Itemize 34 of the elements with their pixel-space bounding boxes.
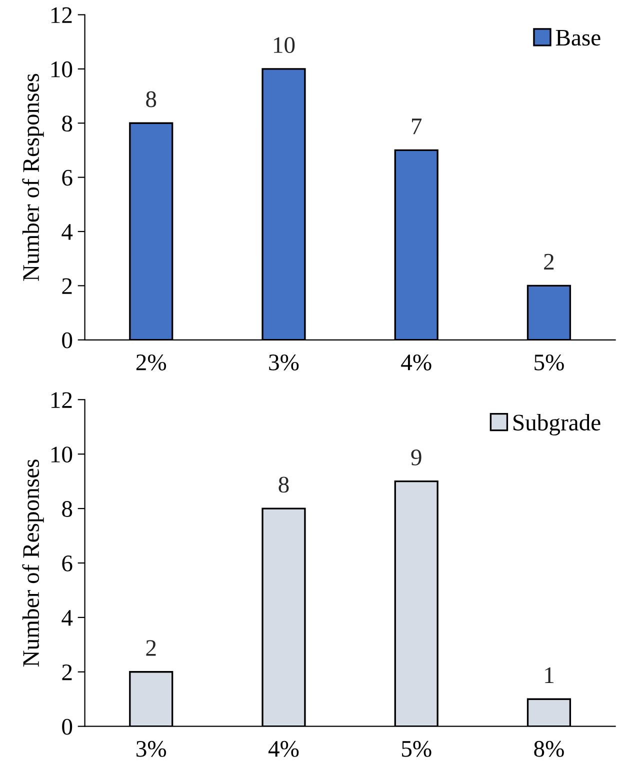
y-tick-label: 4	[62, 224, 73, 240]
y-tick-label: 0	[62, 718, 72, 735]
data-label: 1	[545, 667, 554, 683]
legend-label: Subgrade	[514, 414, 600, 436]
x-tick-label: 4%	[268, 740, 299, 757]
y-tick-label: 10	[51, 446, 72, 463]
x-tick-label: 3%	[136, 740, 166, 757]
y-tick-label: 2	[62, 278, 72, 294]
data-label: 2	[544, 254, 554, 270]
data-label: 7	[412, 118, 422, 134]
y-axis-title: Number of Responses	[22, 74, 44, 281]
x-tick-label: 5%	[402, 740, 432, 757]
x-tick-label: 2%	[136, 354, 166, 370]
data-label: 8	[278, 476, 289, 493]
data-label: 2	[146, 640, 156, 656]
x-tick-label: 8%	[534, 740, 564, 757]
y-tick-label: 2	[62, 664, 72, 680]
y-tick-label: 0	[62, 332, 72, 348]
y-tick-label: 4	[62, 610, 73, 626]
y-tick-label: 12	[51, 7, 72, 23]
y-tick-label: 12	[51, 392, 72, 408]
y-tick-label: 6	[62, 556, 72, 572]
data-label: 10	[274, 37, 295, 54]
y-tick-label: 10	[51, 61, 72, 78]
y-tick-label: 6	[62, 170, 72, 186]
x-tick-label: 5%	[534, 354, 564, 370]
x-tick-label: 4%	[401, 354, 432, 370]
legend-label: Base	[556, 30, 600, 46]
y-tick-label: 8	[62, 501, 72, 517]
data-label: 9	[411, 450, 422, 466]
data-label: 8	[146, 91, 156, 108]
x-tick-label: 3%	[269, 354, 299, 370]
y-tick-label: 8	[62, 116, 72, 132]
y-axis-title: Number of Responses	[22, 460, 44, 667]
